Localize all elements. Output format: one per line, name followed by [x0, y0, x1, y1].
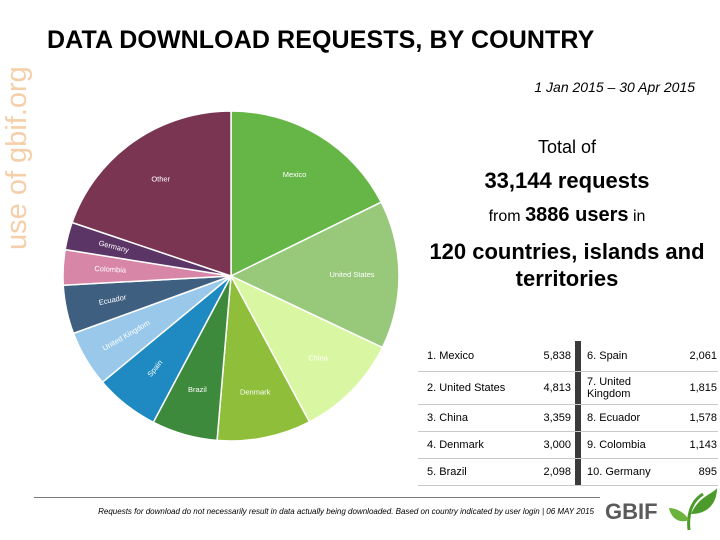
table-cell-value: 2,098 [543, 466, 571, 478]
gbif-logo: GBIF [605, 488, 717, 531]
total-label: Total of [537, 137, 597, 157]
table-cell-rank: 10. Germany [587, 466, 651, 478]
table-cell-value: 2,061 [689, 350, 717, 362]
column-divider [575, 432, 581, 458]
table-cell-value: 1,815 [689, 382, 717, 394]
pie-slice-united-states [229, 201, 400, 349]
pie-slice-denmark [216, 273, 311, 442]
pie-label-denmark: Denmark [240, 387, 271, 396]
leaf-icon [669, 508, 689, 522]
pie-label-brazil: Brazil [188, 385, 207, 394]
pie-slice-other [71, 110, 232, 278]
table-row: 5. Brazil 2,098 10. Germany 895 [418, 459, 718, 486]
table-row: 2. United States 4,813 7. United Kingdom… [418, 372, 718, 405]
table-cell-value: 895 [698, 466, 717, 478]
table-cell-rank: 9. Colombia [587, 439, 646, 451]
leaf-icon [691, 488, 717, 514]
column-divider [575, 405, 581, 431]
pie-label-china: China [308, 353, 328, 362]
table-cell-rank: 2. United States [427, 382, 506, 394]
table-cell-rank: 6. Spain [587, 350, 628, 362]
watermark: use of gbif.org [1, 66, 32, 250]
table-row: 4. Denmark 3,000 9. Colombia 1,143 [418, 432, 718, 459]
column-divider [575, 372, 581, 404]
top-countries-table: 1. Mexico 5,838 6. Spain 2,061 2. United… [418, 341, 718, 486]
table-cell-value: 1,578 [689, 412, 717, 424]
in-word: in [632, 208, 646, 225]
table-cell-rank: 7. United Kingdom [587, 376, 632, 400]
table-cell-rank: 8. Ecuador [587, 412, 641, 424]
pie-label-other: Other [151, 174, 170, 183]
date-range: 1 Jan 2015 – 30 Apr 2015 [534, 79, 695, 95]
watermark-text: use of gbif.org [1, 66, 32, 250]
table-row: 3. China 3,359 8. Ecuador 1,578 [418, 405, 718, 432]
table-cell-rank: 1. Mexico [427, 350, 475, 362]
table-row: 1. Mexico 5,838 6. Spain 2,061 [418, 341, 718, 372]
logo-text: GBIF [605, 499, 658, 524]
pie-label-mexico: Mexico [283, 170, 307, 179]
column-divider [575, 341, 581, 371]
page-title: DATA DOWNLOAD REQUESTS, BY COUNTRY [47, 26, 595, 54]
footer-divider [34, 497, 600, 498]
countries-count: 120 countries, islands and territories [429, 239, 705, 291]
footnote: Requests for download do not necessarily… [98, 507, 594, 516]
table-cell-value: 3,359 [543, 412, 571, 424]
table-cell-value: 3,000 [543, 439, 571, 451]
total-requests: 33,144 requests [484, 168, 650, 193]
table-cell-value: 5,838 [543, 350, 571, 362]
table-cell-rank: 5. Brazil [427, 466, 467, 478]
pie-label-colombia: Colombia [94, 264, 127, 275]
column-divider [575, 459, 581, 485]
pie-label-united-states: United States [329, 270, 374, 279]
table-cell-rank: 4. Denmark [427, 439, 484, 451]
users-count: 3886 users [525, 204, 629, 226]
table-cell-value: 4,813 [543, 382, 571, 394]
pie-slice-china [229, 274, 384, 423]
from-word: from [488, 208, 521, 225]
pie-slice-mexico [230, 110, 383, 278]
table-cell-value: 1,143 [689, 439, 717, 451]
table-cell-rank: 3. China [427, 412, 468, 424]
users-line: from 3886 users in [418, 204, 716, 227]
leaf-icon [687, 492, 704, 531]
